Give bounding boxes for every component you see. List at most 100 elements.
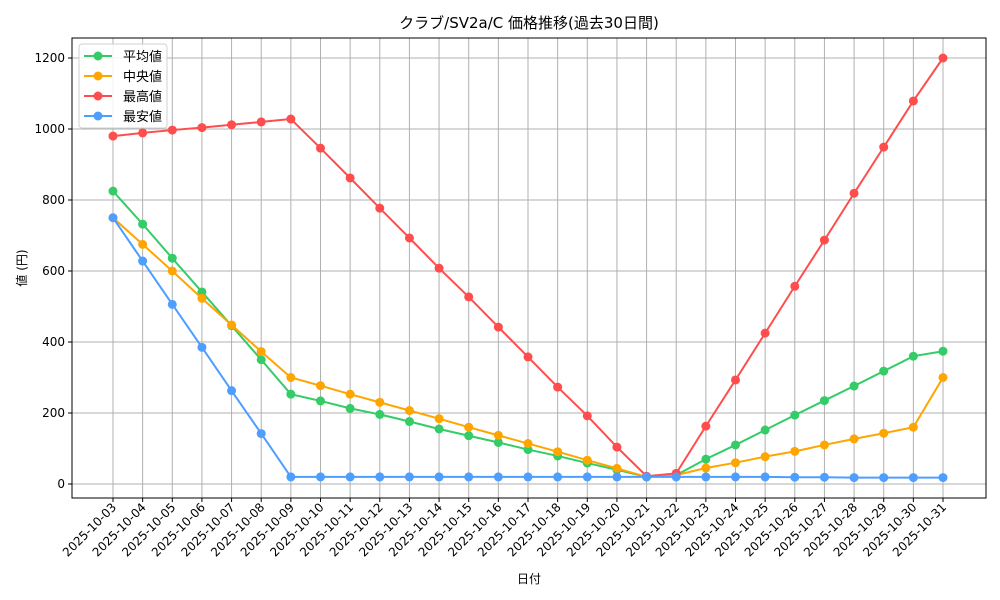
data-point — [701, 421, 711, 431]
data-point — [108, 186, 118, 196]
data-point — [404, 406, 414, 416]
data-point — [108, 213, 118, 223]
data-point — [790, 446, 800, 456]
data-point — [404, 233, 414, 243]
data-point — [316, 396, 325, 406]
data-point — [375, 472, 385, 482]
data-point — [197, 293, 207, 303]
data-point — [256, 355, 266, 365]
data-point — [464, 472, 474, 482]
data-point — [908, 351, 918, 361]
data-point — [731, 458, 740, 468]
data-point — [316, 472, 325, 482]
data-point — [493, 437, 503, 447]
grid-lines — [72, 38, 986, 498]
legend-item: 最高値 — [84, 89, 162, 105]
data-point — [879, 428, 889, 438]
data-point — [790, 472, 800, 482]
y-tick-label: 200 — [42, 406, 65, 420]
data-point — [493, 430, 503, 440]
data-point — [316, 143, 325, 153]
data-point — [138, 256, 148, 266]
data-point — [879, 366, 889, 376]
data-point — [760, 425, 770, 435]
data-point — [760, 472, 770, 482]
data-point — [316, 381, 325, 391]
data-point — [879, 142, 889, 152]
data-point — [286, 373, 296, 382]
legend-label: 中央値 — [123, 69, 162, 85]
data-point — [375, 397, 385, 407]
data-point — [464, 292, 474, 302]
data-point — [701, 472, 711, 482]
legend-label: 最高値 — [123, 89, 162, 105]
data-point — [612, 472, 622, 482]
data-point — [819, 235, 829, 245]
data-point — [582, 472, 592, 482]
data-point — [434, 414, 444, 424]
data-point — [760, 328, 770, 338]
plot-area-frame — [71, 37, 987, 499]
data-series — [108, 53, 948, 483]
y-axis-ticks: 0 200 400 600 800 1000 1200 — [34, 51, 72, 491]
data-point — [404, 472, 414, 482]
legend-item: 最安値 — [84, 109, 162, 125]
legend-item: 平均値 — [84, 49, 162, 65]
x-axis-label: 日付 — [517, 572, 541, 586]
data-point — [256, 347, 266, 357]
data-point — [612, 442, 622, 452]
series-line — [108, 186, 948, 482]
data-point — [642, 472, 652, 482]
y-tick-label: 0 — [57, 477, 65, 491]
data-point — [256, 117, 266, 127]
y-tick-label: 1000 — [34, 122, 65, 136]
legend-marker-icon — [93, 91, 103, 101]
legend-marker-icon — [93, 51, 103, 61]
data-point — [434, 472, 444, 482]
data-point — [197, 123, 207, 133]
data-point — [731, 440, 740, 450]
data-point — [227, 120, 237, 130]
data-point — [227, 320, 237, 330]
data-point — [434, 263, 444, 273]
data-point — [464, 431, 474, 441]
data-point — [701, 463, 711, 473]
data-point — [938, 346, 948, 356]
y-tick-label: 600 — [42, 264, 65, 278]
data-point — [197, 287, 207, 297]
legend-marker-icon — [93, 111, 103, 121]
data-point — [701, 454, 711, 464]
data-point — [345, 472, 355, 482]
data-point — [938, 473, 948, 483]
data-point — [286, 114, 296, 124]
data-point — [523, 472, 533, 482]
data-point — [819, 472, 829, 482]
data-point — [523, 352, 533, 362]
data-point — [553, 447, 563, 457]
data-point — [671, 472, 681, 482]
data-point — [582, 411, 592, 421]
series-line — [108, 53, 948, 481]
data-point — [819, 440, 829, 450]
data-point — [849, 473, 859, 483]
y-axis-label: 値 (円) — [14, 249, 29, 286]
data-point — [167, 266, 177, 276]
chart-title: クラブ/SV2a/C 価格推移(過去30日間) — [399, 14, 659, 32]
data-point — [849, 381, 859, 391]
data-point — [345, 173, 355, 183]
data-point — [523, 439, 533, 449]
data-point — [167, 253, 177, 263]
data-point — [493, 322, 503, 332]
data-point — [819, 396, 829, 406]
data-point — [553, 382, 563, 392]
data-point — [849, 188, 859, 198]
data-point — [286, 472, 296, 482]
data-point — [375, 409, 385, 419]
data-point — [612, 463, 622, 473]
data-point — [138, 219, 148, 229]
data-point — [879, 473, 889, 483]
data-point — [345, 403, 355, 413]
data-point — [938, 53, 948, 63]
data-point — [227, 386, 237, 396]
